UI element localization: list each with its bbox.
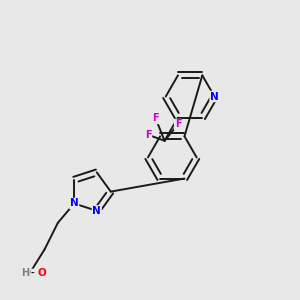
Text: N: N bbox=[92, 206, 101, 216]
Text: O: O bbox=[38, 268, 47, 278]
Text: F: F bbox=[145, 130, 152, 140]
Text: N: N bbox=[210, 92, 219, 101]
Text: -: - bbox=[31, 269, 34, 278]
Text: N: N bbox=[70, 199, 79, 208]
Text: F: F bbox=[152, 113, 159, 124]
Text: F: F bbox=[175, 119, 181, 129]
Text: H: H bbox=[22, 268, 30, 278]
